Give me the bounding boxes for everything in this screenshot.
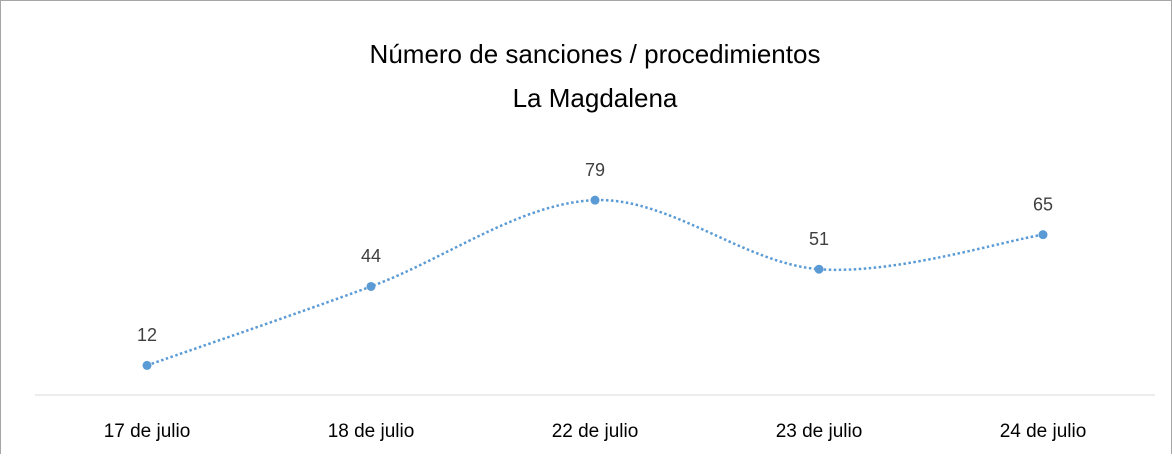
data-label: 12 <box>137 325 157 345</box>
point-marker <box>142 360 152 370</box>
data-label: 79 <box>585 160 605 180</box>
x-tick-label: 18 de julio <box>328 421 415 442</box>
x-tick-label: 17 de julio <box>104 421 191 442</box>
x-tick-label: 23 de julio <box>776 421 863 442</box>
data-label: 65 <box>1033 194 1053 214</box>
point-marker <box>366 281 376 291</box>
data-label: 44 <box>361 246 381 266</box>
point-marker <box>1038 230 1048 240</box>
point-marker <box>814 264 824 274</box>
chart-subtitle: La Magdalena <box>513 83 678 113</box>
x-tick-label: 22 de julio <box>552 421 639 442</box>
point-marker <box>590 195 600 205</box>
series-line <box>146 198 1044 367</box>
x-tick-label: 24 de julio <box>1000 421 1087 442</box>
data-label: 51 <box>809 229 829 249</box>
chart-title: Número de sanciones / procedimientos <box>370 39 821 69</box>
